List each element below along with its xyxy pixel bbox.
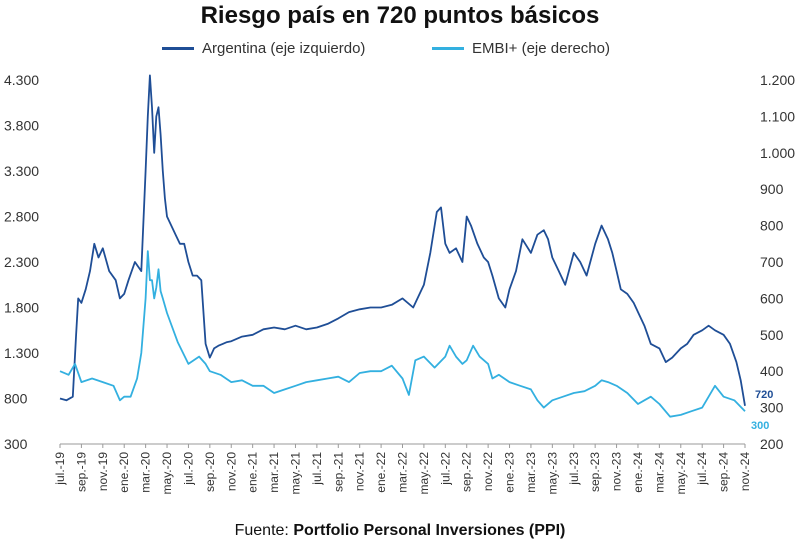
x-tick-label: nov.-21 [353, 452, 367, 491]
x-tick-label: mar.-21 [267, 452, 281, 493]
x-tick-label: may.-24 [674, 452, 688, 495]
y-right-tick-label: 200 [760, 436, 784, 452]
chart-title: Riesgo país en 720 puntos básicos [200, 2, 600, 29]
y-left-tick-label: 1.800 [4, 300, 39, 316]
x-tick-label: jul.-21 [310, 452, 324, 486]
x-tick-label: jul.-19 [53, 452, 67, 486]
legend-item-embi: EMBI+ (eje derecho) [432, 40, 610, 57]
chart-source: Fuente: Portfolio Personal Inversiones (… [0, 522, 800, 540]
x-tick-label: mar.-23 [524, 452, 538, 493]
source-prefix: Fuente: [234, 522, 294, 539]
x-tick-label: sep.-19 [74, 452, 88, 492]
x-tick-label: ene.-21 [246, 452, 260, 493]
y-right-tick-label: 900 [760, 181, 784, 197]
x-tick-label: sep.-24 [717, 452, 731, 492]
x-tick-label: sep.-22 [460, 452, 474, 492]
x-tick-label: mar.-24 [652, 452, 666, 493]
y-right-tick-label: 1.200 [760, 72, 795, 88]
y-right-tick-label: 800 [760, 218, 784, 234]
series-line-argentina [59, 74, 746, 406]
legend-swatch-argentina [162, 47, 194, 50]
chart-legend: Argentina (eje izquierdo) EMBI+ (eje der… [0, 40, 800, 60]
y-left-tick-label: 3.800 [4, 118, 39, 134]
x-tick-label: mar.-20 [139, 452, 153, 493]
y-right-tick-label: 300 [760, 400, 784, 416]
legend-swatch-embi [432, 47, 464, 50]
x-tick-label: sep.-20 [203, 452, 217, 492]
x-tick-label: nov.-23 [610, 452, 624, 491]
x-tick-label: may.-22 [417, 452, 431, 495]
y-left-tick-label: 800 [4, 391, 28, 407]
y-left-tick-label: 300 [4, 436, 28, 452]
y-right-tick-label: 1.100 [760, 108, 795, 124]
x-tick-label: nov.-24 [738, 452, 752, 491]
y-left-tick-label: 1.300 [4, 345, 39, 361]
x-tick-label: ene.-23 [503, 452, 517, 493]
y-right-tick-label: 400 [760, 363, 784, 379]
y-right-tick-label: 500 [760, 327, 784, 343]
y-left-tick-label: 2.800 [4, 209, 39, 225]
x-tick-label: jul.-23 [567, 452, 581, 486]
x-tick-label: jul.-22 [438, 452, 452, 486]
y-left-tick-label: 3.300 [4, 163, 39, 179]
x-tick-label: nov.-22 [481, 452, 495, 491]
x-tick-label: jul.-24 [695, 452, 709, 486]
x-tick-label: may.-20 [160, 452, 174, 495]
x-tick-label: sep.-23 [588, 452, 602, 492]
source-name: Portfolio Personal Inversiones (PPI) [293, 522, 566, 539]
x-tick-label: mar.-22 [396, 452, 410, 493]
x-tick-label: may.-23 [545, 452, 559, 495]
legend-label-argentina: Argentina (eje izquierdo) [202, 40, 366, 57]
legend-item-argentina: Argentina (eje izquierdo) [162, 40, 365, 57]
y-left-tick-label: 4.300 [4, 72, 39, 88]
x-tick-label: nov.-19 [96, 452, 110, 491]
end-label-argentina: 720 [755, 389, 773, 401]
y-right-tick-label: 700 [760, 254, 784, 270]
x-tick-label: ene.-20 [117, 452, 131, 493]
x-tick-label: sep.-21 [331, 452, 345, 492]
x-tick-label: jul.-20 [181, 452, 195, 486]
x-tick-label: nov.-20 [224, 452, 238, 491]
x-tick-label: ene.-24 [631, 452, 645, 493]
x-tick-label: may.-21 [288, 452, 302, 495]
y-right-tick-label: 600 [760, 290, 784, 306]
x-tick-label: ene.-22 [374, 452, 388, 493]
legend-label-embi: EMBI+ (eje derecho) [472, 40, 610, 57]
series-line-embi [59, 250, 746, 418]
y-right-tick-label: 1.000 [760, 145, 795, 161]
end-label-embi: 300 [751, 420, 769, 432]
y-left-tick-label: 2.300 [4, 254, 39, 270]
